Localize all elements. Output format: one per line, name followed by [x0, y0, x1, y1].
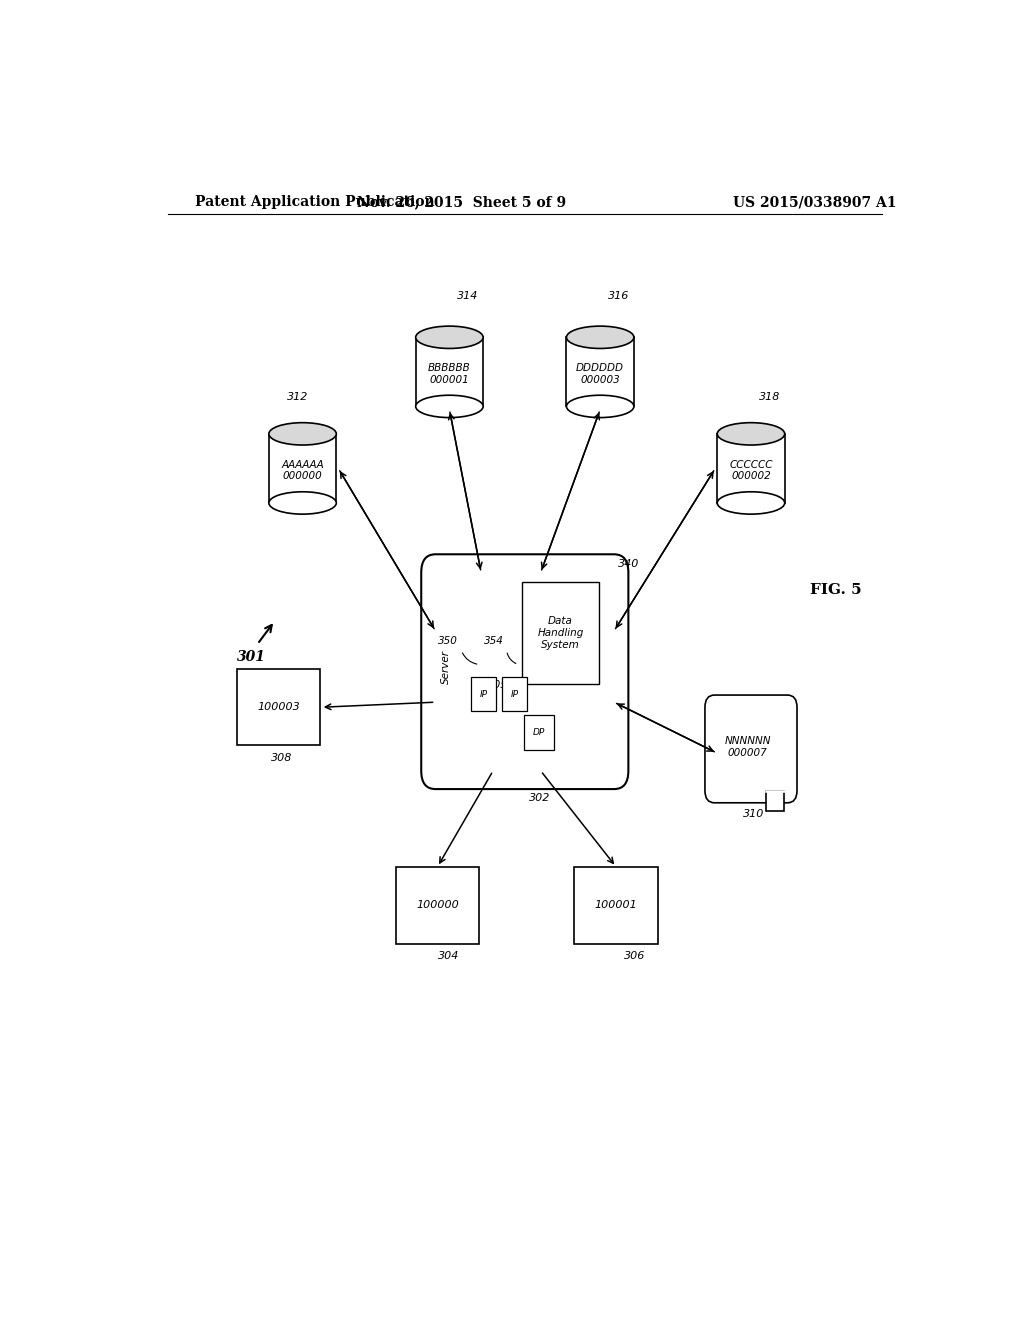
Text: 100003: 100003 — [257, 702, 300, 713]
Ellipse shape — [416, 326, 483, 348]
Text: 312: 312 — [287, 392, 308, 403]
FancyBboxPatch shape — [717, 434, 784, 503]
Text: DP: DP — [532, 729, 545, 737]
Text: FIG. 5: FIG. 5 — [811, 583, 862, 598]
Ellipse shape — [566, 326, 634, 348]
Text: CCCCCC
000002: CCCCCC 000002 — [729, 459, 773, 482]
Text: BBBBBB
000001: BBBBBB 000001 — [428, 363, 471, 384]
FancyBboxPatch shape — [416, 338, 483, 407]
FancyBboxPatch shape — [705, 696, 797, 803]
Text: 306: 306 — [624, 952, 645, 961]
Ellipse shape — [269, 492, 336, 515]
FancyBboxPatch shape — [766, 791, 783, 810]
Text: 310: 310 — [743, 809, 764, 818]
Text: 350: 350 — [438, 636, 458, 647]
Text: Nov. 26, 2015  Sheet 5 of 9: Nov. 26, 2015 Sheet 5 of 9 — [356, 195, 566, 209]
Ellipse shape — [717, 492, 784, 515]
Text: AAAAAA
000000: AAAAAA 000000 — [282, 459, 324, 482]
Text: Server: Server — [441, 649, 451, 684]
Text: 100001: 100001 — [595, 900, 637, 911]
FancyBboxPatch shape — [269, 434, 336, 503]
Text: 316: 316 — [608, 290, 630, 301]
FancyBboxPatch shape — [238, 669, 321, 746]
Text: 308: 308 — [270, 754, 292, 763]
FancyBboxPatch shape — [421, 554, 629, 789]
Text: 100000: 100000 — [416, 900, 459, 911]
Ellipse shape — [566, 395, 634, 417]
Ellipse shape — [416, 395, 483, 417]
Text: Patent Application Publication: Patent Application Publication — [196, 195, 435, 209]
Text: NNNNNN
000007: NNNNNN 000007 — [725, 737, 771, 758]
Text: IP: IP — [479, 689, 487, 698]
Text: DDDDDD
000003: DDDDDD 000003 — [577, 363, 625, 384]
Text: 304: 304 — [437, 952, 459, 961]
Text: 305: 305 — [488, 680, 508, 690]
Text: Data
Handling
System: Data Handling System — [538, 616, 584, 649]
FancyBboxPatch shape — [521, 582, 599, 684]
FancyBboxPatch shape — [396, 867, 479, 944]
FancyBboxPatch shape — [471, 677, 497, 711]
FancyBboxPatch shape — [524, 715, 554, 750]
Text: 302: 302 — [528, 793, 550, 803]
Text: 314: 314 — [458, 290, 478, 301]
Text: 354: 354 — [483, 636, 504, 647]
Text: 301: 301 — [238, 651, 266, 664]
FancyBboxPatch shape — [574, 867, 657, 944]
Ellipse shape — [717, 422, 784, 445]
Text: US 2015/0338907 A1: US 2015/0338907 A1 — [733, 195, 896, 209]
Text: 318: 318 — [759, 392, 780, 403]
Text: 340: 340 — [618, 558, 639, 569]
Ellipse shape — [269, 422, 336, 445]
FancyBboxPatch shape — [566, 338, 634, 407]
FancyBboxPatch shape — [502, 677, 527, 711]
Text: IP: IP — [511, 689, 518, 698]
